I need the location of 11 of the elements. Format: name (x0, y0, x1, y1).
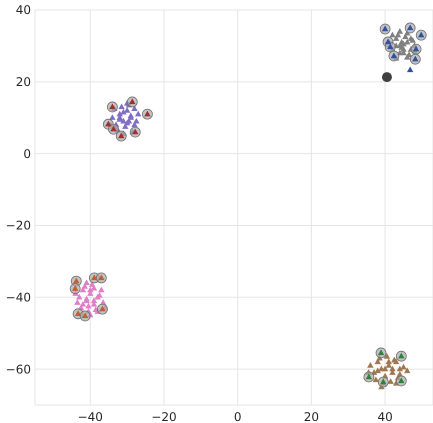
x-tick-label: −40 (78, 410, 103, 423)
x-tick-label: 0 (234, 410, 242, 423)
y-tick-label: −40 (6, 290, 31, 304)
y-tick-label: −60 (6, 362, 31, 376)
x-tick-label: 40 (377, 410, 393, 423)
y-tick-label: 20 (16, 75, 31, 90)
y-tick-label: 0 (23, 146, 31, 161)
x-tick-label: −20 (151, 410, 177, 423)
y-tick-label: −20 (6, 218, 31, 233)
y-tick-label: 40 (16, 3, 31, 18)
x-tick-label: 20 (304, 410, 320, 423)
